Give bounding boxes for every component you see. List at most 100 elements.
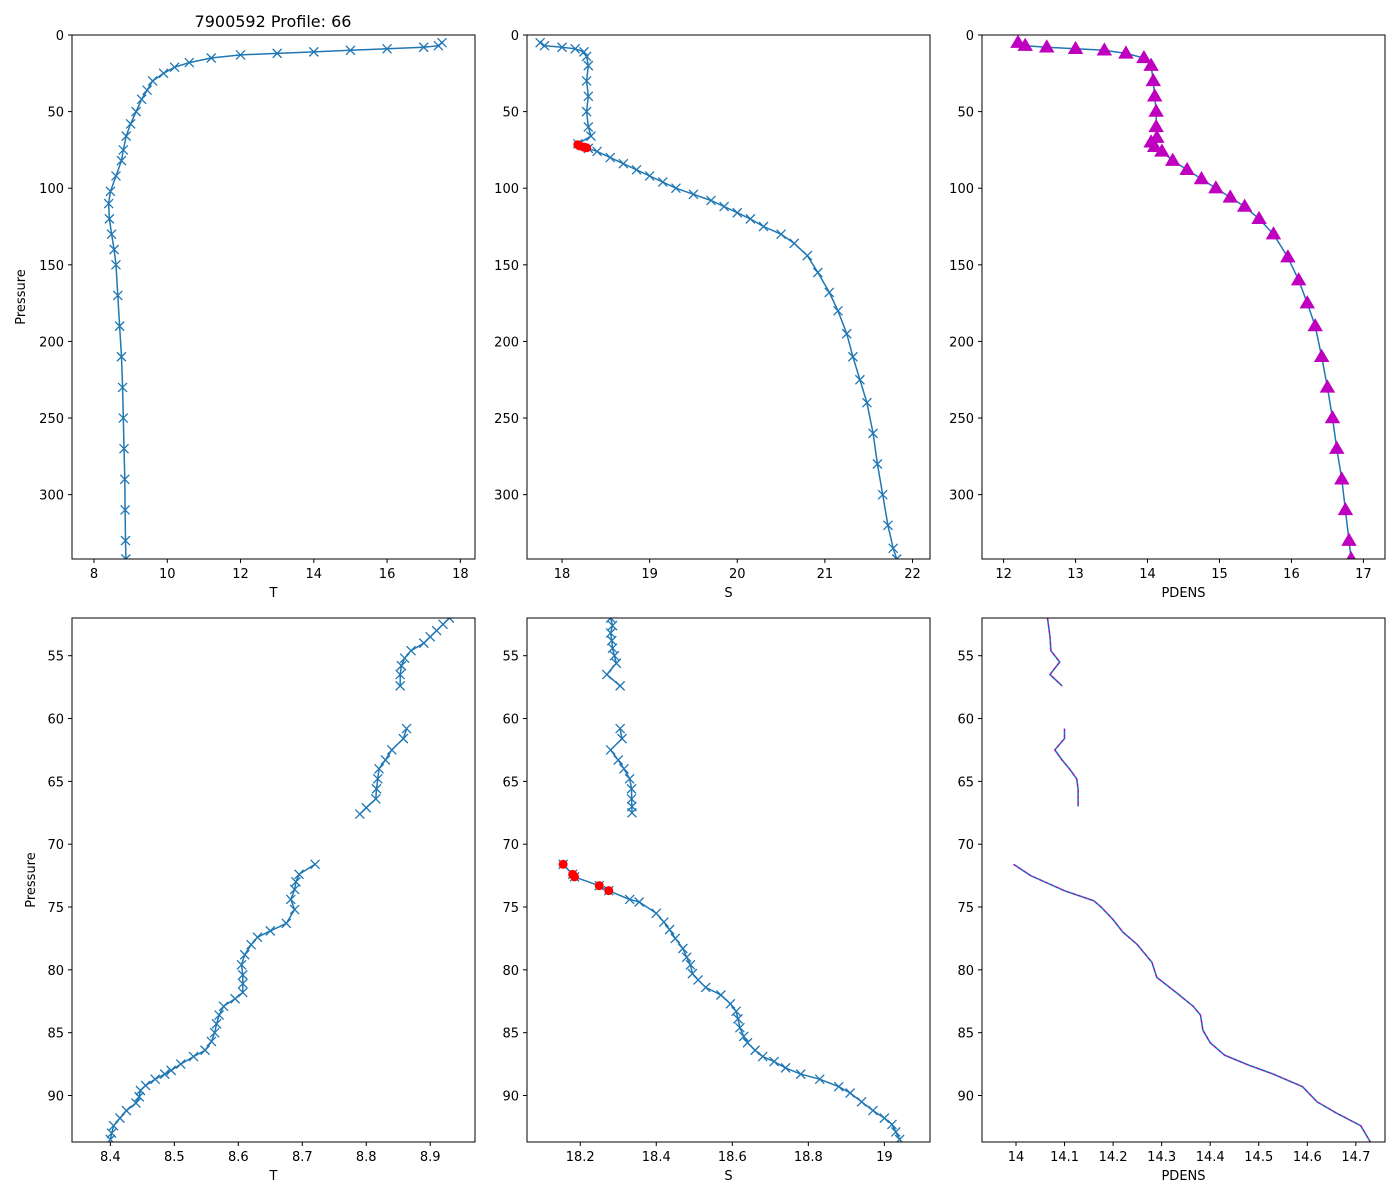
y-tick-label: 100 <box>494 182 519 197</box>
data-point-x <box>592 146 603 157</box>
x-tick-label: 15 <box>1211 567 1228 582</box>
data-point-x <box>615 723 626 734</box>
data-point-x <box>294 869 305 880</box>
data-point-x <box>371 783 382 794</box>
data-point-x <box>134 1091 145 1102</box>
x-tick-label: 10 <box>159 567 176 582</box>
flagged-point <box>604 886 614 896</box>
data-point-triangle <box>1299 295 1316 309</box>
data-point-triangle <box>1324 410 1341 424</box>
x-axis-label: T <box>269 586 278 601</box>
data-point-x <box>605 618 616 623</box>
x-tick-label: 14.1 <box>1050 1150 1079 1165</box>
series-line <box>562 863 901 1140</box>
data-point-x <box>738 1031 749 1042</box>
data-point-triangle <box>1143 57 1159 71</box>
y-tick-label: 75 <box>957 901 974 916</box>
data-point-triangle <box>1208 180 1224 194</box>
y-tick-label: 70 <box>47 838 64 853</box>
chart-panel-top-left: 8 10 12 14 16 18 0 50 100 150 200 250 300 T Pressure <box>14 29 476 601</box>
data-point-triangle <box>1290 272 1307 286</box>
data-point-x <box>184 57 195 68</box>
data-point-x <box>289 904 300 915</box>
y-tick-label: 70 <box>502 838 519 853</box>
data-point-x <box>854 374 865 385</box>
data-point-x <box>106 229 117 240</box>
data-point-x <box>644 170 655 181</box>
series-line <box>359 728 408 815</box>
y-tick-label: 150 <box>949 259 974 274</box>
data-point-x <box>285 894 296 905</box>
y-tick-label: 50 <box>502 106 519 121</box>
y-tick-label: 80 <box>957 964 974 979</box>
chart-panel-bottom-right: 14 14.1 14.2 14.3 14.4 14.5 14.6 14.7 55 60 65 70 75… <box>957 617 1386 1184</box>
data-point-x <box>382 43 393 54</box>
flagged-point <box>558 859 568 869</box>
x-tick-label: 14.7 <box>1341 1150 1370 1165</box>
data-point-x <box>418 42 429 53</box>
data-point-triangle <box>1329 440 1345 454</box>
y-tick-label: 85 <box>47 1027 64 1042</box>
data-point-x <box>758 221 769 232</box>
y-tick-label: 0 <box>56 29 64 44</box>
data-point-triangle <box>1148 118 1164 133</box>
data-point-x <box>861 397 872 408</box>
data-point-x <box>583 121 594 132</box>
data-point-x <box>578 46 589 57</box>
x-tick-label: 14.2 <box>1099 1150 1128 1165</box>
data-point-x <box>200 1045 211 1056</box>
data-point-x <box>150 1074 161 1085</box>
x-tick-label: 21 <box>817 567 834 582</box>
data-point-x <box>583 60 594 71</box>
x-tick-label: 16 <box>1283 567 1300 582</box>
y-tick-label: 300 <box>949 489 974 504</box>
data-point-x <box>802 250 813 261</box>
data-point-triangle <box>1017 37 1033 51</box>
data-point-x <box>370 793 381 804</box>
data-point-x <box>206 1036 217 1047</box>
data-point-x <box>105 1134 116 1142</box>
y-tick-label: 150 <box>39 259 64 274</box>
data-point-x <box>715 990 726 1000</box>
y-tick-label: 90 <box>957 1090 974 1105</box>
data-point-x <box>206 53 217 63</box>
density-overlay-line <box>1054 728 1079 807</box>
data-point-x <box>104 213 115 224</box>
plot-area <box>558 618 905 1142</box>
y-tick-label: 200 <box>39 335 64 350</box>
data-point-x <box>398 733 409 744</box>
data-point-x <box>626 807 637 818</box>
data-point-x <box>237 969 248 980</box>
chart-panel-bottom-middle: 18.2 18.4 18.6 18.8 19 55 60 65 70 75 80 85 90 S <box>502 617 931 1184</box>
data-point-x <box>583 91 594 102</box>
x-tick-label: 20 <box>729 567 746 582</box>
data-point-x <box>142 85 153 96</box>
x-tick-label: 14 <box>306 567 323 582</box>
x-tick-label: 22 <box>904 567 921 582</box>
data-point-x <box>175 1059 186 1070</box>
x-tick-label: 19 <box>876 1150 893 1165</box>
x-tick-label: 14 <box>1008 1150 1025 1165</box>
data-point-x <box>310 859 321 870</box>
data-point-x <box>879 1113 890 1124</box>
density-overlay-line <box>1046 618 1063 687</box>
data-point-x <box>742 1037 753 1048</box>
x-tick-label: 16 <box>379 567 396 582</box>
data-point-x <box>693 974 704 985</box>
x-tick-label: 14.3 <box>1147 1150 1176 1165</box>
x-tick-label: 8.9 <box>420 1150 441 1165</box>
y-tick-label: 85 <box>502 1027 519 1042</box>
y-tick-label: 85 <box>957 1027 974 1042</box>
data-point-x <box>395 669 406 680</box>
data-point-triangle <box>1010 35 1026 48</box>
x-axis-label: T <box>269 1169 278 1184</box>
x-tick-label: 14 <box>1139 567 1156 582</box>
data-point-x <box>609 650 620 661</box>
series-line <box>107 42 443 559</box>
data-point-triangle <box>1146 88 1163 102</box>
data-point-x <box>374 763 385 774</box>
data-point-x <box>120 554 131 559</box>
data-point-x <box>120 505 131 515</box>
data-point-triangle <box>1337 501 1354 516</box>
